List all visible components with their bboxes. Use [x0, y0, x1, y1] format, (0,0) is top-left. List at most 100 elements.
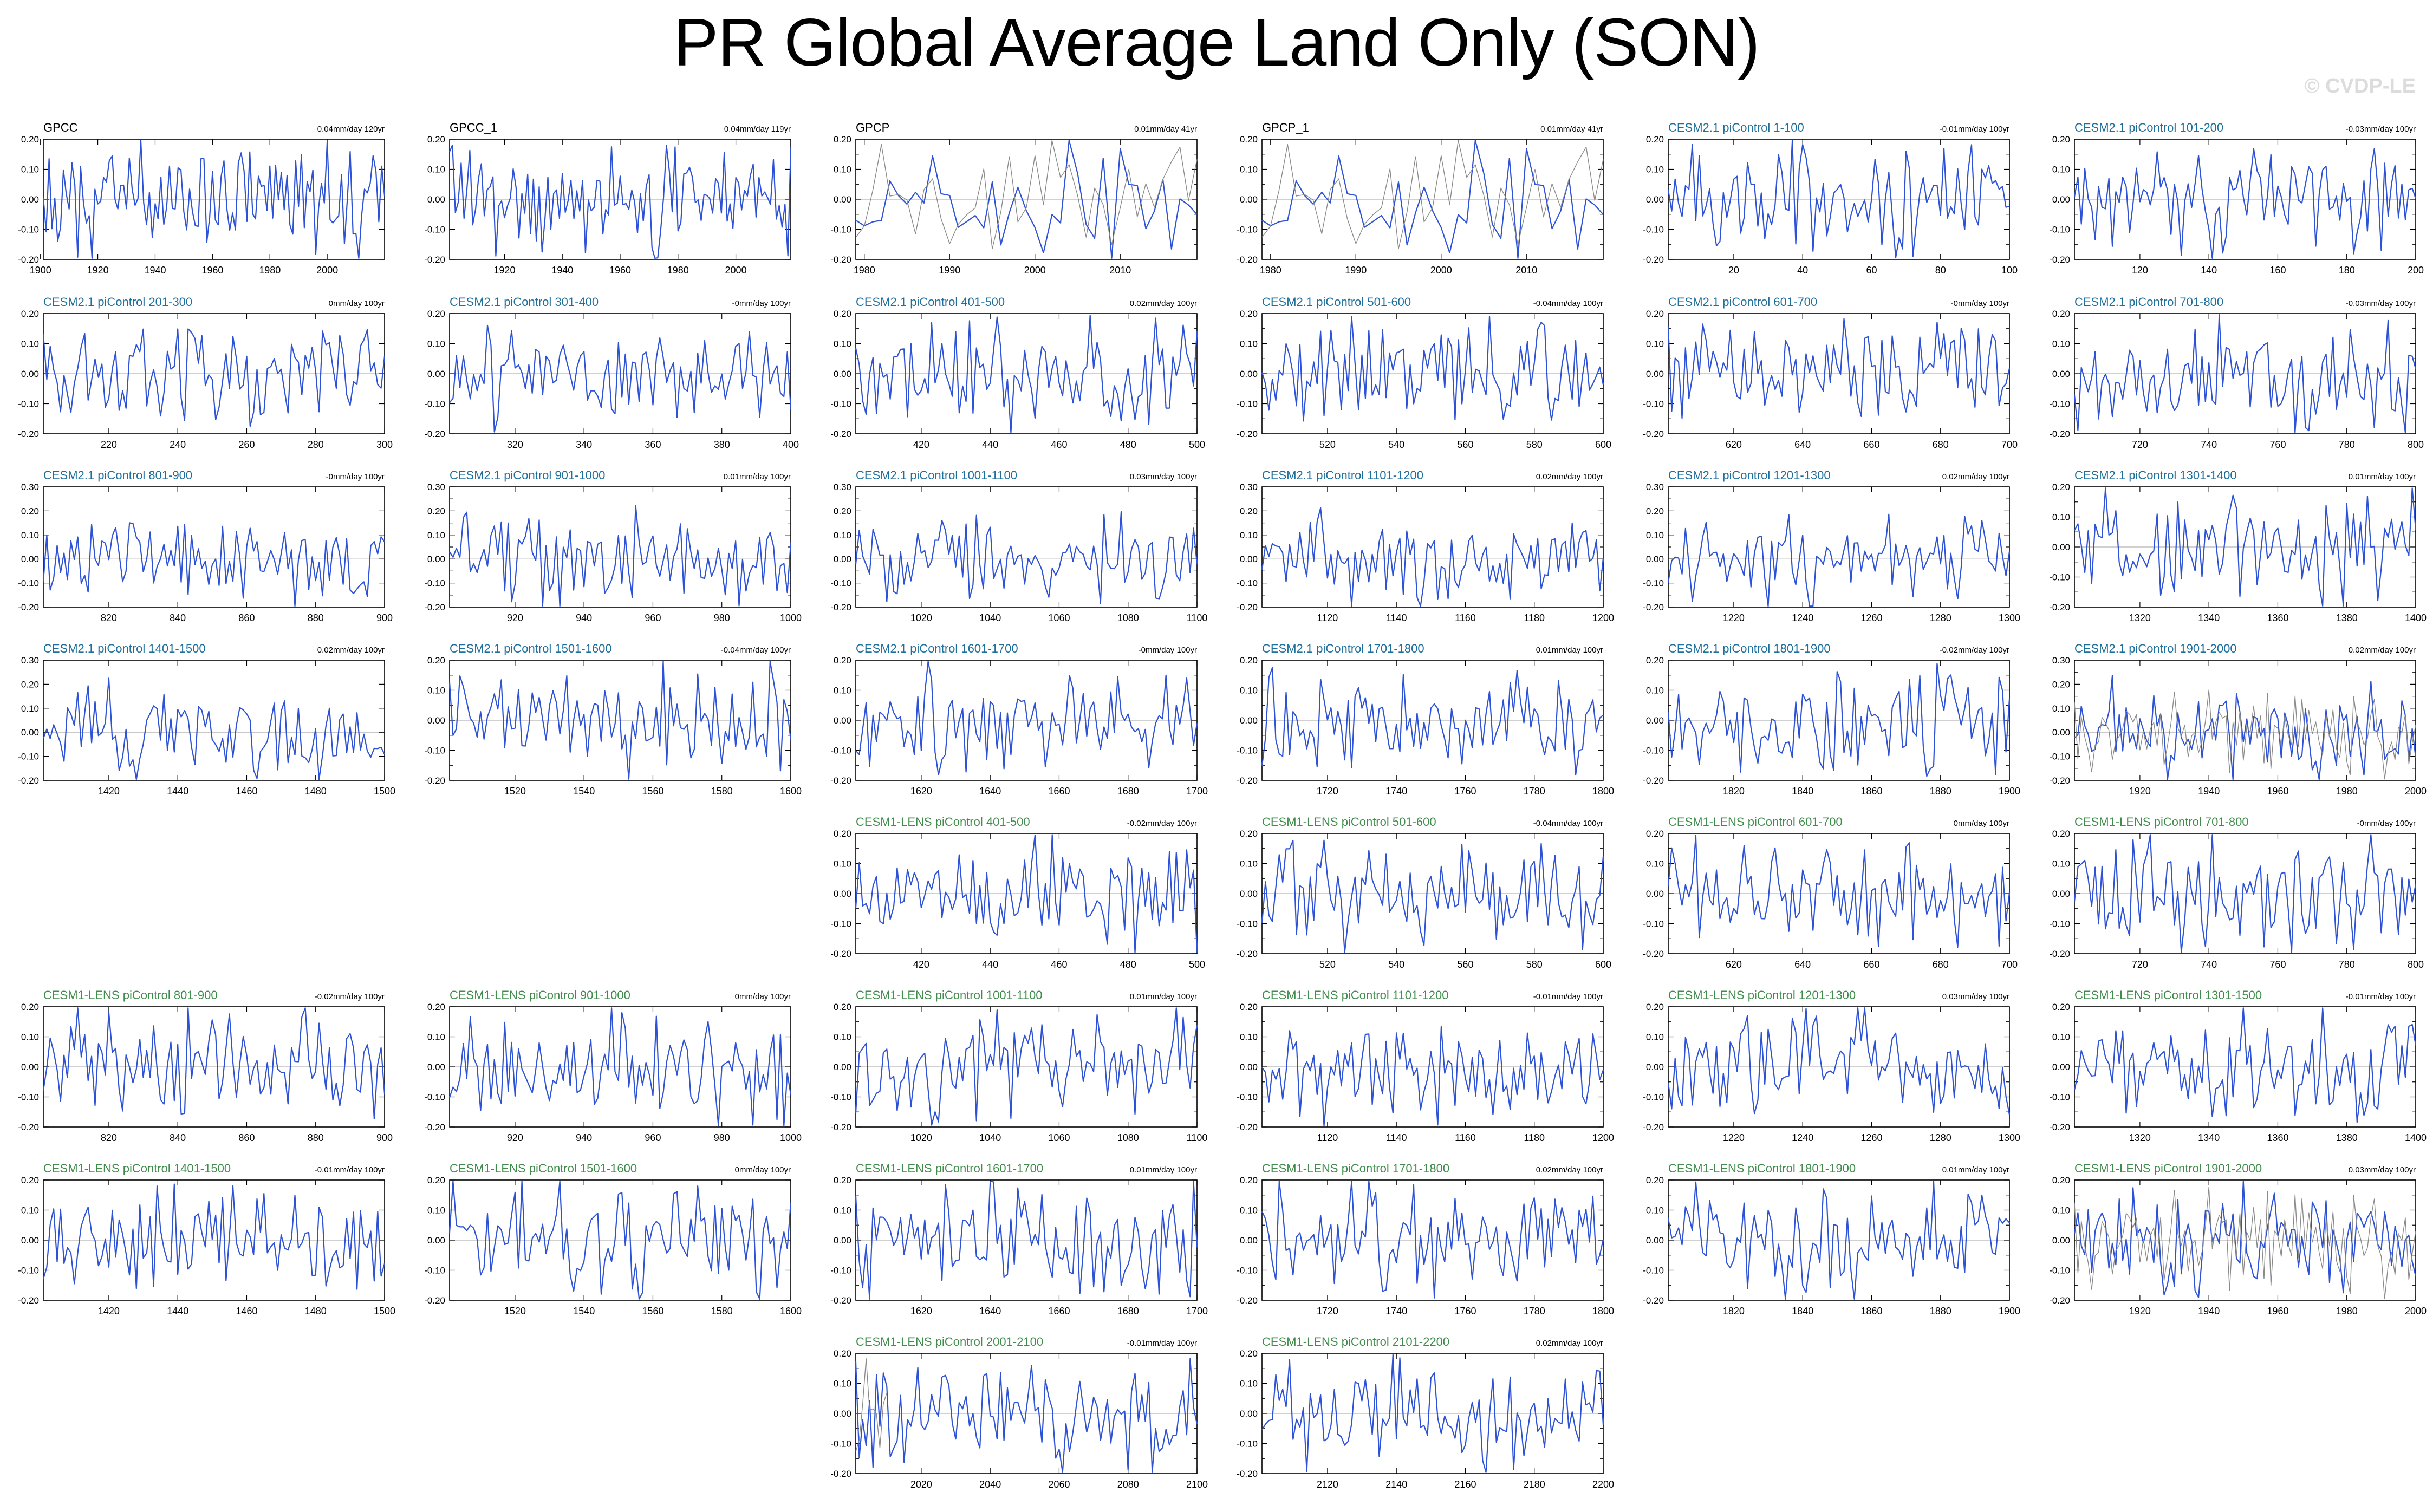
- y-tick-label: 0.00: [21, 727, 39, 738]
- x-tick-label: 1480: [305, 1306, 327, 1317]
- x-tick-label: 320: [507, 439, 523, 450]
- y-tick-label: 0.00: [1646, 369, 1664, 379]
- panel-title: CESM2.1 piControl 1501-1600: [450, 642, 612, 655]
- y-tick-label: -0.10: [830, 578, 851, 589]
- x-tick-label: 1240: [1792, 1132, 1813, 1143]
- y-tick-label: -0.20: [18, 775, 39, 786]
- y-tick-label: -0.10: [2049, 572, 2070, 583]
- panel-trend: -0.02mm/day 100yr: [1940, 646, 2009, 655]
- panel-title: CESM2.1 piControl 1-100: [1668, 121, 1804, 134]
- model-series-line: [448, 144, 792, 259]
- y-tick-label: 0.10: [1646, 1205, 1664, 1216]
- x-tick-label: 520: [1319, 959, 1336, 970]
- panel-trend: -0.04mm/day 100yr: [1533, 299, 1603, 308]
- x-tick-label: 380: [714, 439, 730, 450]
- x-tick-label: 1520: [504, 786, 526, 797]
- y-tick-label: -0.10: [1643, 746, 1664, 756]
- y-tick-label: 0.00: [1240, 554, 1258, 564]
- y-tick-label: 0.30: [427, 482, 445, 492]
- panel-title: CESM1-LENS piControl 401-500: [856, 815, 1030, 829]
- x-tick-label: 1400: [2405, 1132, 2427, 1143]
- y-tick-label: -0.10: [424, 1092, 445, 1103]
- x-tick-label: 1140: [1386, 1132, 1407, 1143]
- y-tick-label: 0.10: [1646, 1032, 1664, 1042]
- panel-title: CESM1-LENS piControl 1201-1300: [1668, 988, 1856, 1002]
- model-series-line: [1667, 663, 2011, 777]
- y-tick-label: -0.10: [2049, 399, 2070, 409]
- y-tick-label: 0.10: [834, 686, 851, 696]
- y-tick-label: 0.10: [2052, 339, 2070, 349]
- x-tick-label: 2160: [1454, 1479, 1476, 1490]
- x-tick-label: 20: [1728, 265, 1739, 276]
- panel-trend: 0.04mm/day 119yr: [724, 125, 791, 134]
- x-tick-label: 940: [576, 612, 592, 623]
- x-tick-label: 1980: [854, 265, 875, 276]
- panel-title: CESM2.1 piControl 1801-1900: [1668, 642, 1831, 655]
- x-tick-label: 120: [2132, 265, 2148, 276]
- x-tick-label: 960: [645, 1132, 661, 1143]
- x-tick-label: 1990: [939, 265, 960, 276]
- model-series-line: [1667, 318, 2011, 419]
- model-series-line: [855, 1181, 1198, 1300]
- model-series-line: [1261, 839, 1604, 953]
- y-tick-label: 0.00: [1240, 194, 1258, 205]
- panel-trend: -0.01mm/day 100yr: [315, 1165, 385, 1175]
- y-tick-label: 0.30: [2052, 655, 2070, 666]
- x-tick-label: 920: [507, 612, 523, 623]
- x-tick-label: 780: [2339, 439, 2355, 450]
- x-tick-label: 2010: [1515, 265, 1537, 276]
- x-tick-label: 260: [238, 439, 255, 450]
- x-tick-label: 1500: [374, 786, 395, 797]
- x-tick-label: 460: [1051, 439, 1067, 450]
- y-tick-label: 0.00: [834, 715, 851, 726]
- y-tick-label: -0.20: [830, 255, 851, 265]
- y-tick-label: -0.20: [18, 1295, 39, 1306]
- x-tick-label: 1780: [1524, 1306, 1545, 1317]
- y-tick-label: 0.00: [1240, 715, 1258, 726]
- x-tick-label: 1760: [1454, 786, 1476, 797]
- y-tick-label: 0.20: [1646, 134, 1664, 145]
- y-tick-label: 0.00: [1240, 369, 1258, 379]
- panel-title: CESM2.1 piControl 1301-1400: [2074, 468, 2237, 482]
- x-tick-label: 2180: [1524, 1479, 1545, 1490]
- x-tick-label: 1580: [711, 786, 733, 797]
- x-tick-label: 1500: [374, 1306, 395, 1317]
- x-tick-label: 1080: [1117, 612, 1139, 623]
- obs-series-line: [1261, 140, 1604, 250]
- y-tick-label: 0.20: [21, 1175, 39, 1185]
- y-tick-label: -0.20: [424, 1122, 445, 1132]
- y-tick-label: 0.20: [834, 1348, 851, 1359]
- model-series-line: [449, 505, 792, 607]
- x-tick-label: 1940: [144, 265, 166, 276]
- x-tick-label: 2100: [1186, 1479, 1208, 1490]
- panel-trend: -0mm/day 100yr: [732, 299, 791, 308]
- chart-panel-10: CESM2.1 piControl 601-700 -0mm/day 100yr -…: [1643, 295, 2018, 450]
- x-tick-label: 620: [1726, 439, 1742, 450]
- y-tick-label: -0.10: [830, 1439, 851, 1449]
- y-tick-label: -0.20: [2049, 255, 2070, 265]
- y-tick-label: 0.00: [2052, 1235, 2070, 1246]
- y-tick-label: 0.20: [834, 1175, 851, 1185]
- panel-trend: 0.02mm/day 100yr: [1536, 1339, 1603, 1348]
- model-series-line: [855, 1358, 1198, 1473]
- y-tick-label: 0.20: [834, 506, 851, 516]
- panel-title: CESM1-LENS piControl 701-800: [2074, 815, 2249, 829]
- obs-series-line: [855, 1358, 887, 1452]
- y-tick-label: -0.20: [830, 1122, 851, 1132]
- y-tick-label: -0.10: [424, 225, 445, 235]
- y-tick-label: 0.10: [427, 1032, 445, 1042]
- x-tick-label: 860: [238, 1132, 255, 1143]
- x-tick-label: 1240: [1792, 612, 1813, 623]
- chart-panel-39: CESM1-LENS piControl 1901-2000 0.03mm/day…: [2049, 1162, 2427, 1317]
- x-tick-label: 1740: [1385, 786, 1407, 797]
- y-tick-label: -0.20: [424, 1295, 445, 1306]
- x-tick-label: 720: [2132, 959, 2148, 970]
- x-tick-label: 1300: [1999, 1132, 2020, 1143]
- x-tick-label: 2020: [910, 1479, 932, 1490]
- panel-trend: -0mm/day 100yr: [326, 472, 385, 481]
- y-tick-label: -0.20: [830, 429, 851, 439]
- panel-trend: -0.02mm/day 100yr: [315, 992, 385, 1001]
- y-tick-label: 0.00: [1646, 1062, 1664, 1072]
- obs-series-line: [2074, 1187, 2416, 1299]
